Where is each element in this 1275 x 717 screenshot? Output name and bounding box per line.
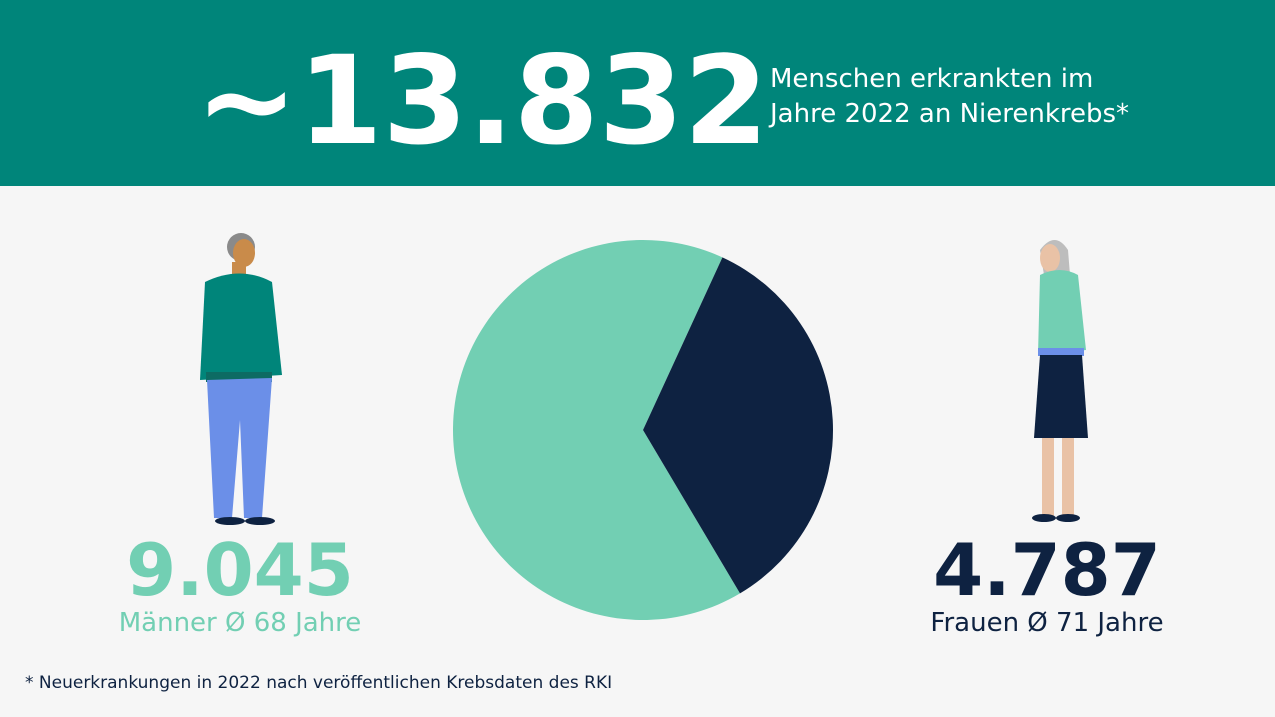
footnote: * Neuerkrankungen in 2022 nach veröffent… [25, 673, 612, 693]
subtitle-line: Menschen erkrankten im [770, 64, 1093, 94]
header-band [0, 0, 1275, 186]
value-label: 4.787 [933, 528, 1161, 612]
total-number: ~13.832 [195, 30, 768, 172]
man-illustration [200, 233, 282, 525]
category-label: Frauen Ø 71 Jahre [930, 608, 1163, 638]
subtitle-line: Jahre 2022 an Nierenkrebs* [768, 99, 1129, 129]
category-label: Männer Ø 68 Jahre [119, 608, 362, 638]
woman-illustration [1032, 240, 1088, 522]
pie-slice [453, 239, 741, 621]
value-label: 9.045 [126, 528, 354, 612]
pie-slice [643, 257, 834, 594]
